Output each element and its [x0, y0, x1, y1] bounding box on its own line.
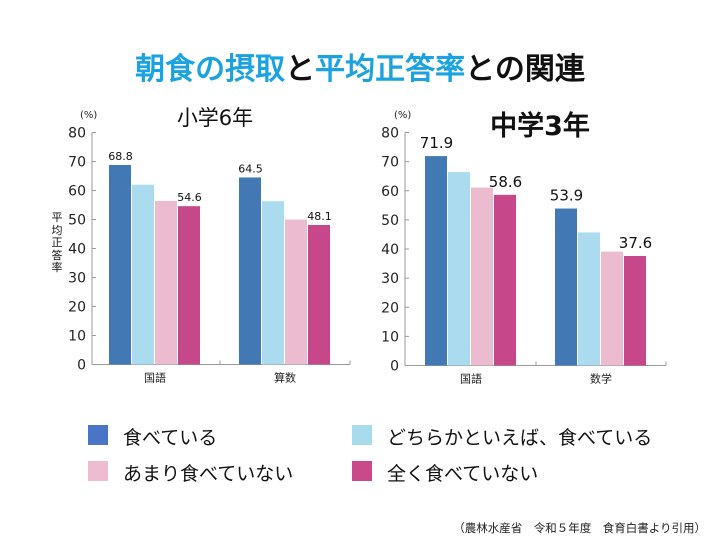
x-tick-label: 国語 — [460, 372, 482, 386]
data-label: 64.5 — [238, 162, 263, 175]
data-label: 48.1 — [307, 210, 332, 223]
bar — [425, 156, 447, 366]
title-part: 朝食の摂取 — [135, 52, 286, 87]
unit-label: (%) — [394, 110, 411, 121]
y-tick-label: 0 — [390, 359, 399, 375]
y-axis-label: 平均正答率 — [50, 211, 64, 275]
y-tick-label: 50 — [68, 213, 86, 229]
y-axis-label-char: 答 — [51, 248, 63, 262]
y-tick-label: 40 — [68, 242, 86, 258]
data-label: 71.9 — [420, 134, 453, 152]
data-label: 58.6 — [489, 173, 522, 191]
y-axis-label-char: 率 — [51, 261, 63, 274]
y-tick-label: 50 — [381, 213, 399, 229]
title-part: との関連 — [465, 52, 585, 87]
bar — [285, 219, 307, 365]
bar — [494, 194, 516, 366]
x-tick-label: 数学 — [590, 372, 612, 386]
chart-title: 中学3年 — [490, 110, 590, 142]
y-tick-label: 80 — [381, 126, 399, 142]
y-tick-label: 10 — [68, 329, 86, 345]
title-part: と — [285, 52, 316, 87]
y-tick-label: 20 — [68, 300, 86, 316]
bar — [448, 172, 470, 366]
bar — [109, 164, 131, 365]
data-label: 37.6 — [619, 234, 652, 252]
bar — [578, 232, 600, 366]
y-tick-label: 20 — [381, 300, 399, 316]
bar — [262, 201, 284, 365]
page-title: 朝食の摂取と平均正答率との関連 — [0, 44, 720, 88]
bar — [239, 177, 261, 365]
bar — [178, 206, 200, 365]
source-note: （農林水産省 令和５年度 食育白書より引用） — [453, 521, 706, 535]
y-axis-label-char: 均 — [51, 223, 63, 237]
y-tick-label: 0 — [77, 358, 86, 374]
y-axis-label-char: 正 — [51, 236, 63, 249]
bar — [601, 251, 623, 366]
data-label: 54.6 — [177, 191, 202, 204]
bar — [132, 184, 154, 365]
bar — [308, 225, 330, 365]
y-tick-label: 70 — [68, 155, 86, 171]
bar — [624, 255, 646, 366]
y-tick-label: 30 — [381, 271, 399, 287]
y-tick-label: 30 — [68, 271, 86, 287]
bar — [471, 187, 493, 366]
x-tick-label: 算数 — [274, 371, 296, 385]
y-tick-label: 60 — [68, 184, 86, 200]
data-label: 68.8 — [108, 150, 133, 163]
y-tick-label: 80 — [68, 126, 86, 142]
y-tick-label: 10 — [381, 329, 399, 345]
data-label: 53.9 — [550, 187, 583, 205]
y-axis-label-char: 平 — [51, 211, 63, 224]
bar — [555, 208, 577, 366]
x-tick-label: 国語 — [144, 371, 166, 385]
y-tick-label: 70 — [381, 155, 399, 171]
y-tick-label: 40 — [381, 242, 399, 258]
unit-label: (%) — [80, 110, 97, 121]
y-tick-label: 60 — [381, 184, 399, 200]
chart-title: 小学6年 — [177, 106, 253, 130]
bar — [155, 200, 177, 365]
title-part: 平均正答率 — [315, 52, 466, 87]
